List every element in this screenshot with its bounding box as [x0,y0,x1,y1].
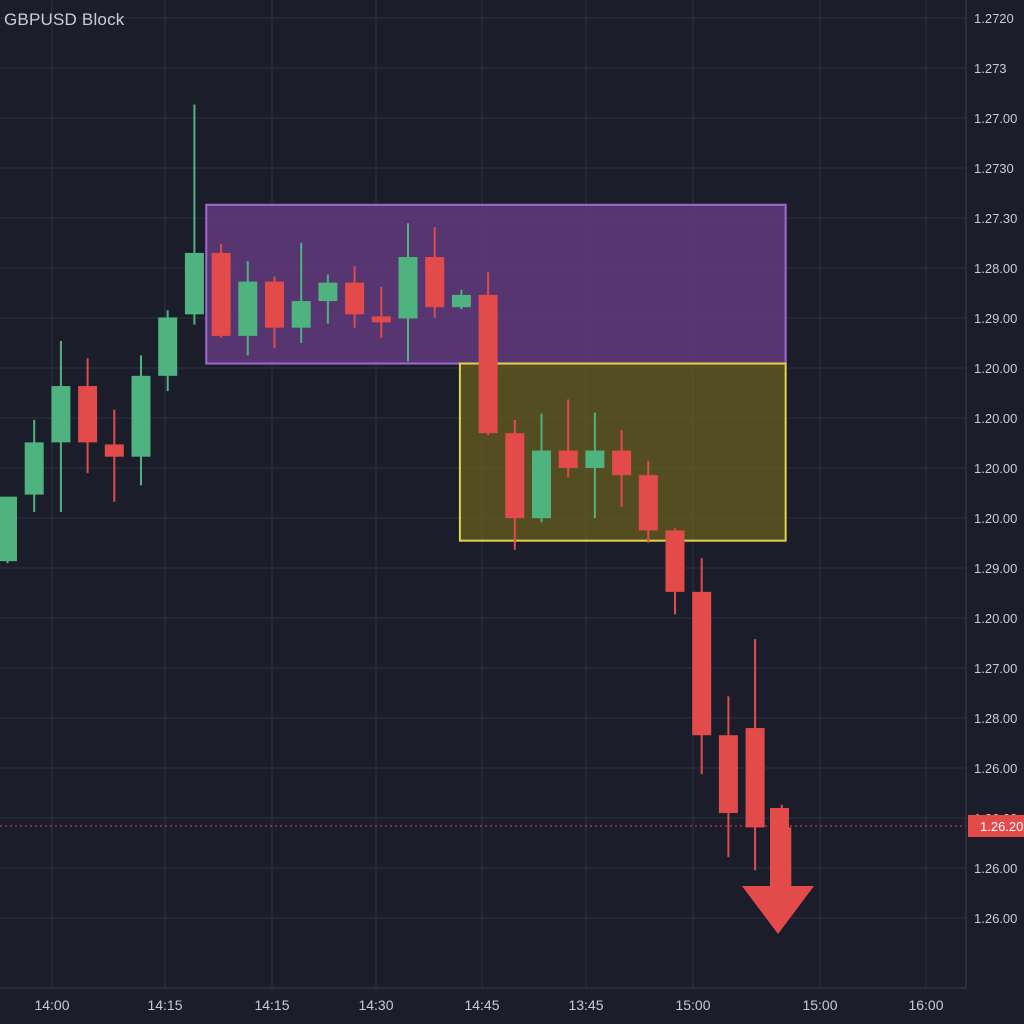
candle-bearish [345,282,365,315]
candle-bearish [478,294,498,434]
x-tick-label: 16:00 [908,997,943,1013]
y-tick-label: 1.26.00 [974,761,1017,776]
candle-bullish [451,294,471,308]
y-tick-label: 1.2730 [974,161,1014,176]
x-tick-label: 14:00 [34,997,69,1013]
candle-bullish [398,257,418,319]
candle-bearish [211,252,231,336]
y-tick-label: 1.20.00 [974,611,1017,626]
down-arrow-icon [742,886,814,934]
candle-bearish [425,257,445,308]
candle-bearish [104,444,124,457]
y-tick-label: 1.28.00 [974,261,1017,276]
chart-title: GBPUSD Block [4,10,125,29]
y-tick-label: 1.20.00 [974,461,1017,476]
current-price-label: 1.26.20 [980,819,1023,834]
candle-bearish [558,450,578,468]
candle-bearish [638,475,658,531]
candle-bullish [585,450,605,468]
y-tick-label: 1.29.00 [974,561,1017,576]
candle-bullish [184,252,204,315]
candle-bearish [745,728,765,828]
candle-bearish [78,386,98,443]
y-tick-label: 1.20.00 [974,511,1017,526]
y-tick-label: 1.2720 [974,11,1014,26]
x-tick-label: 14:45 [464,997,499,1013]
candle-bullish [0,496,17,562]
candle-bullish [291,301,311,328]
y-tick-label: 1.20.00 [974,361,1017,376]
y-tick-label: 1.26.00 [974,911,1017,926]
candle-bullish [318,282,338,302]
candle-bullish [238,281,258,336]
x-tick-label: 14:15 [254,997,289,1013]
candle-bullish [51,386,71,443]
candle-bearish [692,591,712,736]
y-tick-label: 1.20.00 [974,411,1017,426]
price-axis [966,0,1024,988]
candle-bullish [24,442,44,495]
x-tick-label: 13:45 [568,997,603,1013]
y-tick-label: 1.273 [974,61,1007,76]
candle-bearish [665,530,685,592]
candle-bearish [612,450,632,476]
y-tick-label: 1.29.00 [974,311,1017,326]
y-tick-label: 1.26.00 [974,861,1017,876]
candle-bullish [158,317,178,376]
x-tick-label: 15:00 [675,997,710,1013]
x-tick-label: 15:00 [802,997,837,1013]
y-tick-label: 1.28.00 [974,711,1017,726]
x-tick-label: 14:30 [358,997,393,1013]
arrow-shaft [770,808,789,888]
candle-bearish [505,433,525,519]
y-tick-label: 1.27.00 [974,111,1017,126]
y-tick-label: 1.27.30 [974,211,1017,226]
x-tick-label: 14:15 [147,997,182,1013]
candle-bearish [718,735,738,814]
current-price-tag [968,815,1024,837]
candle-bullish [532,450,551,519]
candle-bearish [371,316,391,323]
candle-bullish [131,375,151,457]
y-tick-label: 1.27.00 [974,661,1017,676]
candle-bearish [265,281,284,328]
